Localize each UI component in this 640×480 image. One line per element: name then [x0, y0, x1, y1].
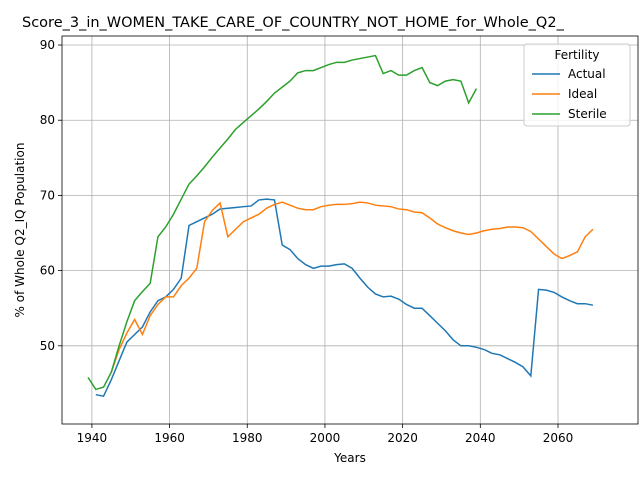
data-line [87, 54, 478, 391]
legend-label: Ideal [568, 87, 597, 101]
legend-box [523, 43, 631, 127]
data-line [110, 201, 594, 373]
data-line [95, 198, 594, 398]
y-tick-label: 80 [40, 113, 55, 127]
x-tick-label: 2020 [387, 431, 418, 445]
x-axis-label: Years [333, 451, 366, 465]
legend-label: Sterile [568, 107, 607, 121]
y-tick-label: 90 [40, 38, 55, 52]
y-tick-label: 60 [40, 264, 55, 278]
x-tick-label: 2060 [543, 431, 574, 445]
chart-title: Score_3_in_WOMEN_TAKE_CARE_OF_COUNTRY_NO… [22, 15, 565, 31]
x-tick-label: 1980 [232, 431, 263, 445]
x-tick-label: 2000 [310, 431, 341, 445]
legend-title: Fertility [554, 48, 599, 62]
y-axis-label: % of Whole Q2_IQ Population [13, 143, 27, 318]
x-tick-label: 1960 [154, 431, 185, 445]
legend-label: Actual [568, 67, 606, 81]
y-tick-label: 70 [40, 188, 55, 202]
y-tick-label: 50 [40, 339, 55, 353]
x-tick-label: 2040 [465, 431, 496, 445]
x-tick-label: 1940 [77, 431, 108, 445]
plot-frame [61, 35, 639, 425]
